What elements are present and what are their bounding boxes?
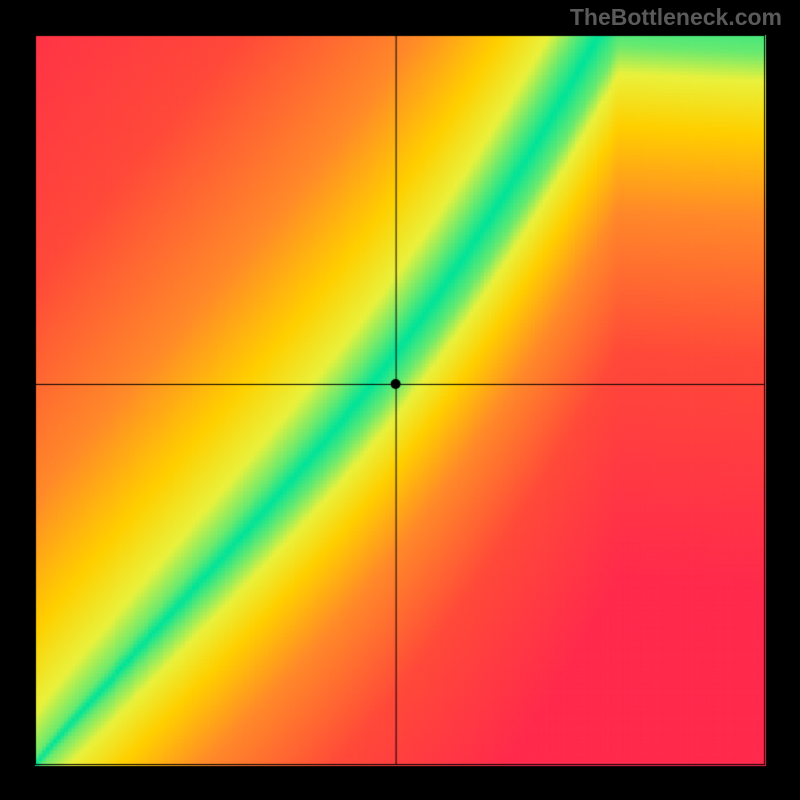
chart-container: TheBottleneck.com	[0, 0, 800, 800]
heatmap-canvas	[0, 0, 800, 800]
watermark-text: TheBottleneck.com	[570, 4, 782, 31]
